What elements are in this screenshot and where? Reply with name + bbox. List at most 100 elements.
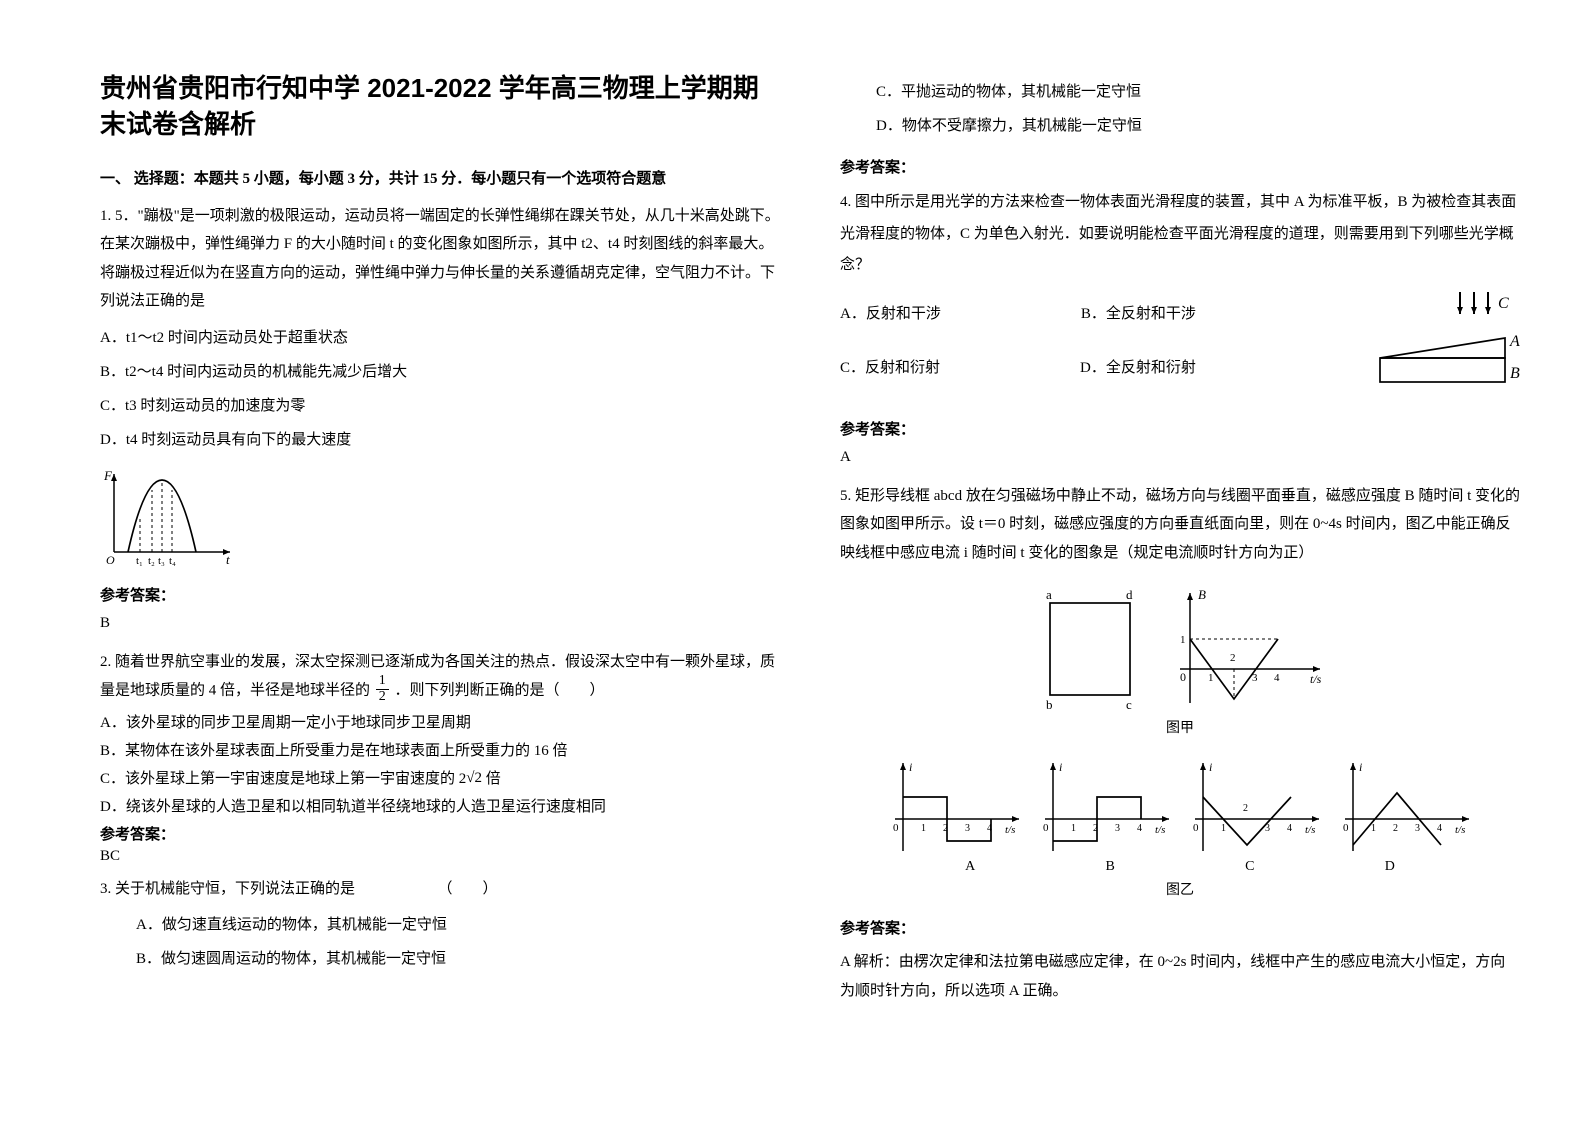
svg-text:0: 0 bbox=[893, 822, 899, 834]
q1-t4: t₄ bbox=[169, 555, 176, 566]
svg-text:4: 4 bbox=[1287, 823, 1292, 834]
q1-stem: 1. 5．"蹦极"是一项刺激的极限运动，运动员将一端固定的长弹性绳绑在踝关节处，… bbox=[100, 202, 780, 316]
q5-f1-x1: 1 bbox=[1208, 672, 1214, 684]
q3-optC: C．平抛运动的物体，其机械能一定守恒 bbox=[876, 80, 1520, 104]
svg-text:t/s: t/s bbox=[1005, 824, 1015, 836]
q4-optC: C．反射和衍射 bbox=[840, 356, 940, 380]
column-right: C．平抛运动的物体，其机械能一定守恒 D．物体不受摩擦力，其机械能一定守恒 参考… bbox=[840, 70, 1520, 1005]
svg-text:2: 2 bbox=[1393, 823, 1398, 834]
q5-caption2: 图乙 bbox=[1166, 879, 1194, 899]
q4-stem: 4. 图中所示是用光学的方法来检查一物体表面光滑程度的装置，其中 A 为标准平板… bbox=[840, 187, 1520, 282]
svg-text:1: 1 bbox=[921, 823, 926, 834]
q2-ans: BC bbox=[100, 848, 780, 865]
q5-rect-a: a bbox=[1046, 587, 1052, 602]
q3-ans-head: 参考答案： bbox=[840, 156, 1520, 177]
q2-optD: D．绕该外星球的人造卫星和以相同轨道半径绕地球的人造卫星运行速度相同 bbox=[100, 795, 780, 819]
q4-figure: C A B bbox=[1370, 286, 1520, 396]
question-3: 3. 关于机械能守恒，下列说法正确的是 （ ） A．做匀速直线运动的物体，其机械… bbox=[100, 875, 780, 982]
q4-labelA: A bbox=[1509, 333, 1520, 350]
svg-text:0: 0 bbox=[1343, 822, 1349, 834]
q2-optB: B．某物体在该外星球表面上所受重力是在地球表面上所受重力的 16 倍 bbox=[100, 739, 780, 763]
q2-sqrt: √2 bbox=[466, 766, 482, 790]
q2-ans-head: 参考答案： bbox=[100, 823, 780, 844]
q4-labelB: B bbox=[1510, 365, 1520, 382]
question-5: 5. 矩形导线框 abcd 放在匀强磁场中静止不动，磁场方向与线圈平面垂直，磁感… bbox=[840, 482, 1520, 1006]
q5-stem: 5. 矩形导线框 abcd 放在匀强磁场中静止不动，磁场方向与线圈平面垂直，磁感… bbox=[840, 482, 1520, 568]
q5-rect-d: d bbox=[1126, 587, 1133, 602]
q5-rect-c: c bbox=[1126, 697, 1132, 712]
question-3-continued: C．平抛运动的物体，其机械能一定守恒 D．物体不受摩擦力，其机械能一定守恒 参考… bbox=[840, 70, 1520, 187]
svg-text:3: 3 bbox=[1115, 823, 1120, 834]
svg-text:2: 2 bbox=[1243, 803, 1248, 814]
q2-fraction: 1 2 bbox=[376, 674, 389, 704]
q4-labelC: C bbox=[1498, 295, 1509, 312]
svg-text:i: i bbox=[909, 760, 912, 774]
svg-text:0: 0 bbox=[1180, 670, 1186, 684]
q1-ans-head: 参考答案： bbox=[100, 584, 780, 605]
q2-stem-post: ．则下列判断正确的是（ ） bbox=[395, 683, 605, 699]
q1-figure: F t t₁ t₂ t₃ t₄ O bbox=[100, 466, 780, 566]
q5-rect-b: b bbox=[1046, 697, 1053, 712]
q4-ans-head: 参考答案： bbox=[840, 418, 1520, 439]
q2-frac-den: 2 bbox=[376, 690, 389, 705]
q1-optD: D．t4 时刻运动员具有向下的最大速度 bbox=[100, 428, 780, 452]
q1-t3: t₃ bbox=[158, 555, 165, 566]
q5-panel-D: i t/s 0 1 2 3 4 bbox=[1335, 757, 1475, 857]
exam-title: 贵州省贵阳市行知中学 2021-2022 学年高三物理上学期期末试卷含解析 bbox=[100, 70, 780, 143]
q3-optB: B．做匀速圆周运动的物体，其机械能一定守恒 bbox=[136, 947, 780, 971]
q2-optA: A．该外星球的同步卫星周期一定小于地球同步卫星周期 bbox=[100, 711, 780, 735]
q5-f1-ylabel: B bbox=[1198, 587, 1206, 602]
q5-panel-label-A: A bbox=[965, 859, 975, 875]
q2-optC-post: 倍 bbox=[482, 771, 501, 787]
q5-ans-head: 参考答案： bbox=[840, 917, 1520, 938]
q1-xlabel: t bbox=[226, 552, 230, 566]
q2-frac-num: 1 bbox=[376, 674, 389, 690]
svg-text:1: 1 bbox=[1371, 823, 1376, 834]
page: 贵州省贵阳市行知中学 2021-2022 学年高三物理上学期期末试卷含解析 一、… bbox=[0, 0, 1587, 1045]
q1-ylabel: F bbox=[103, 468, 113, 483]
svg-text:3: 3 bbox=[965, 823, 970, 834]
svg-text:0: 0 bbox=[1043, 822, 1049, 834]
svg-text:i: i bbox=[1209, 760, 1212, 774]
q2-stem: 2. 随着世界航空事业的发展，深太空探测已逐渐成为各国关注的热点．假设深太空中有… bbox=[100, 648, 780, 707]
question-4: 4. 图中所示是用光学的方法来检查一物体表面光滑程度的装置，其中 A 为标准平板… bbox=[840, 187, 1520, 482]
svg-text:O: O bbox=[106, 553, 115, 566]
q5-panel-A: i t/s 0 1 2 3 4 bbox=[885, 757, 1025, 857]
svg-text:t/s: t/s bbox=[1155, 824, 1165, 836]
svg-text:t/s: t/s bbox=[1455, 824, 1465, 836]
q1-optA: A．t1～t2 时间内运动员处于超重状态 bbox=[100, 326, 780, 350]
q1-t2: t₂ bbox=[148, 555, 155, 566]
q2-optC-pre: C．该外星球上第一宇宙速度是地球上第一宇宙速度的 2 bbox=[100, 771, 466, 787]
svg-text:i: i bbox=[1359, 760, 1362, 774]
question-1: 1. 5．"蹦极"是一项刺激的极限运动，运动员将一端固定的长弹性绳绑在踝关节处，… bbox=[100, 202, 780, 648]
q1-t1: t₁ bbox=[136, 555, 143, 566]
q3-stem: 3. 关于机械能守恒，下列说法正确的是 （ ） bbox=[100, 875, 780, 904]
q5-panel-label-B: B bbox=[1106, 859, 1115, 875]
svg-text:1: 1 bbox=[1071, 823, 1076, 834]
svg-text:1: 1 bbox=[1221, 823, 1226, 834]
q3-optA: A．做匀速直线运动的物体，其机械能一定守恒 bbox=[136, 913, 780, 937]
q1-optB: B．t2～t4 时间内运动员的机械能先减少后增大 bbox=[100, 360, 780, 384]
svg-text:1: 1 bbox=[1180, 634, 1186, 646]
q5-ans: A 解析：由楞次定律和法拉第电磁感应定律，在 0~2s 时间内，线框中产生的感应… bbox=[840, 948, 1520, 1005]
section-1-head: 一、 选择题：本题共 5 小题，每小题 3 分，共计 15 分．每小题只有一个选… bbox=[100, 167, 780, 188]
q5-f1-x4: 4 bbox=[1274, 672, 1280, 684]
svg-text:4: 4 bbox=[1437, 823, 1442, 834]
svg-text:t/s: t/s bbox=[1305, 824, 1315, 836]
svg-text:3: 3 bbox=[1415, 823, 1420, 834]
q5-panel-label-C: C bbox=[1245, 859, 1254, 875]
svg-text:i: i bbox=[1059, 760, 1062, 774]
q4-optB: B．全反射和干涉 bbox=[1081, 302, 1196, 326]
q1-optC: C．t3 时刻运动员的加速度为零 bbox=[100, 394, 780, 418]
q4-ans: A bbox=[840, 449, 1520, 466]
q5-figure-1: a d b c B t/s 0 1 2 3 4 bbox=[840, 583, 1520, 737]
q4-optD: D．全反射和衍射 bbox=[1080, 356, 1196, 380]
q3-optD: D．物体不受摩擦力，其机械能一定守恒 bbox=[876, 114, 1520, 138]
question-2: 2. 随着世界航空事业的发展，深太空探测已逐渐成为各国关注的热点．假设深太空中有… bbox=[100, 648, 780, 875]
q4-optA: A．反射和干涉 bbox=[840, 302, 941, 326]
q5-figure-2: i t/s 0 1 2 3 4 bbox=[840, 745, 1520, 899]
svg-text:0: 0 bbox=[1193, 822, 1199, 834]
column-left: 贵州省贵阳市行知中学 2021-2022 学年高三物理上学期期末试卷含解析 一、… bbox=[100, 70, 780, 1005]
q2-optC: C．该外星球上第一宇宙速度是地球上第一宇宙速度的 2√2 倍 bbox=[100, 767, 780, 791]
q4-options: A．反射和干涉 B．全反射和干涉 C．反射和衍射 D．全反射和衍射 bbox=[840, 282, 1340, 400]
